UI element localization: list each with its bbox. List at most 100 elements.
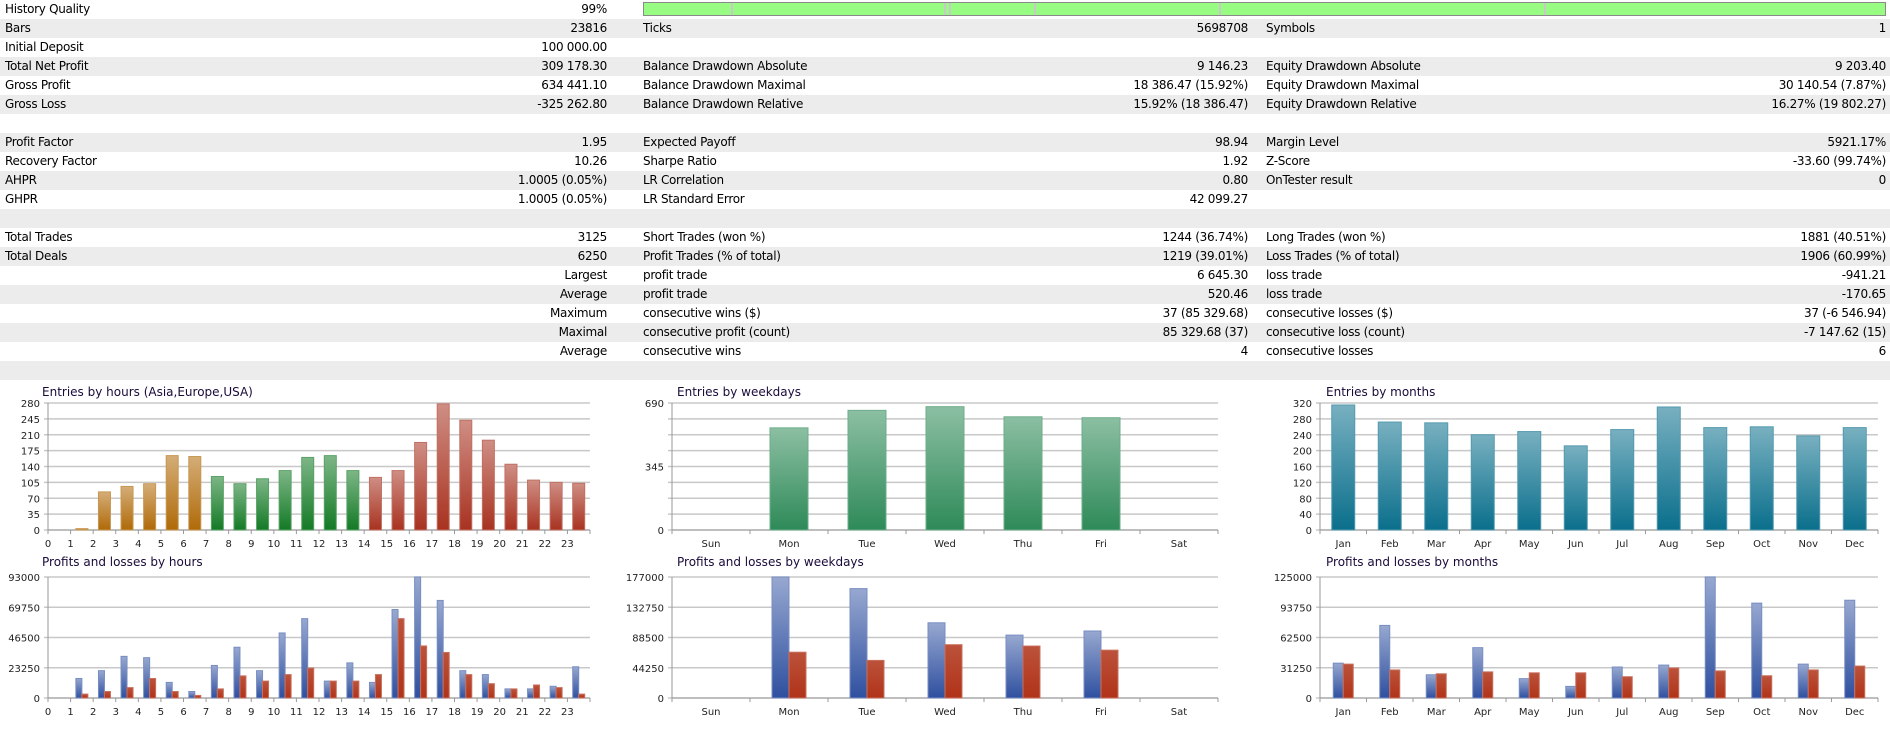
x-tick-label: Feb (1381, 539, 1399, 550)
loss-bar (103, 690, 111, 699)
loss-bar (171, 690, 179, 699)
bar (1331, 404, 1356, 531)
stat-value: 16.27% (19 802.27) (1771, 97, 1886, 111)
x-tick-label: 5 (158, 539, 164, 550)
y-tick-label: 120 (1293, 478, 1312, 489)
stat-value: 37 (85 329.68) (1162, 306, 1249, 320)
profit-bar (1751, 602, 1763, 699)
stat-value: 9 203.40 (1834, 59, 1886, 73)
x-tick-label: 4 (135, 539, 141, 550)
stat-value: -941.21 (1841, 268, 1887, 282)
x-tick-label: Thu (1013, 539, 1033, 550)
stats-row: Gross Profit 634 441.10 Balance Drawdown M… (0, 76, 1890, 95)
bar (1424, 422, 1449, 531)
loss-bar (149, 677, 157, 699)
y-tick-label: 44250 (632, 664, 664, 675)
x-tick-label: Fri (1095, 707, 1107, 718)
stat-label: Short Trades (won %) (643, 230, 766, 244)
loss-bar (1342, 663, 1354, 699)
y-tick-label: 0 (1306, 526, 1312, 537)
x-tick-label: 20 (493, 707, 506, 718)
y-tick-label: 320 (1293, 399, 1312, 410)
profit-bar (527, 688, 535, 699)
stat-value: 0 (1878, 173, 1887, 187)
y-tick-label: 245 (21, 415, 40, 426)
bar (97, 491, 111, 531)
x-tick-label: 18 (448, 539, 461, 550)
stat-label: consecutive wins ($) (643, 306, 761, 320)
stat-label: consecutive loss (count) (1266, 325, 1405, 339)
bar (1003, 416, 1043, 531)
x-tick-label: Jun (1567, 707, 1584, 718)
x-tick-label: 17 (426, 539, 439, 550)
loss-bar (1435, 673, 1447, 699)
loss-bar (1668, 667, 1680, 699)
loss-bar (81, 693, 89, 699)
loss-bar (533, 684, 541, 699)
bar (165, 455, 179, 531)
x-tick-label: Wed (934, 707, 956, 718)
x-tick-label: 12 (313, 539, 326, 550)
profit-bar (849, 588, 868, 699)
stat-value: 0.80 (1222, 173, 1248, 187)
bar (210, 475, 224, 531)
stat-label: Expected Payoff (643, 135, 736, 149)
profit-bar (1658, 664, 1670, 699)
profit-bar (572, 666, 580, 699)
loss-bar (1621, 676, 1633, 699)
stat-value: 1 (1878, 21, 1887, 35)
x-tick-label: Sun (701, 539, 720, 550)
stat-label: Z-Score (1266, 154, 1310, 168)
stat-label: loss trade (1266, 287, 1322, 301)
bar (391, 470, 405, 531)
bar (1377, 421, 1402, 531)
x-tick-label: Jul (1615, 707, 1628, 718)
stats-row: Maximum consecutive wins ($) 37 (85 329.68… (0, 304, 1890, 323)
y-tick-label: 35 (27, 510, 40, 521)
bar (233, 483, 247, 531)
loss-bar (788, 651, 807, 699)
x-tick-label: Jan (1335, 707, 1351, 718)
y-tick-label: 93750 (1280, 603, 1312, 614)
profit-bar (1844, 599, 1856, 699)
profit-bar (771, 576, 790, 699)
stat-value: 42 099.27 (1189, 192, 1249, 206)
profit-bar (256, 670, 264, 699)
x-tick-label: 10 (267, 539, 280, 550)
stats-row (0, 361, 1890, 380)
x-tick-label: Jul (1615, 539, 1628, 550)
stat-label: Recovery Factor (5, 154, 97, 168)
stat-label: Equity Drawdown Relative (1266, 97, 1417, 111)
x-tick-label: 6 (180, 707, 186, 718)
stats-row: Initial Deposit 100 000.00 (0, 38, 1890, 57)
loss-bar (944, 644, 963, 699)
y-tick-label: 80 (1299, 494, 1312, 505)
y-tick-label: 0 (34, 526, 40, 537)
loss-bar (465, 674, 473, 699)
loss-bar (284, 674, 292, 699)
stat-label: LR Standard Error (643, 192, 745, 206)
y-tick-label: 690 (645, 399, 664, 410)
x-tick-label: 15 (380, 707, 393, 718)
x-tick-label: 2 (90, 539, 96, 550)
bar (1563, 445, 1588, 531)
bar (301, 456, 315, 531)
stat-value: 18 386.47 (15.92%) (1133, 78, 1248, 92)
loss-bar (510, 688, 518, 699)
chart-title: Entries by weekdays (677, 385, 801, 399)
history-quality-value: 99% (581, 2, 607, 16)
x-tick-label: 14 (358, 539, 371, 550)
stat-label: Total Net Profit (5, 59, 89, 73)
x-tick-label: 19 (471, 707, 484, 718)
bar (1703, 427, 1728, 531)
x-tick-label: Mar (1427, 539, 1447, 550)
x-tick-label: Oct (1753, 539, 1770, 550)
stat-label: consecutive wins (643, 344, 741, 358)
stat-value: 10.26 (574, 154, 607, 168)
x-tick-label: 9 (248, 539, 254, 550)
x-tick-label: 3 (113, 707, 119, 718)
x-tick-label: 3 (113, 539, 119, 550)
stat-value: Maximum (549, 306, 607, 320)
profit-bar (188, 690, 196, 699)
profit-bar (1611, 666, 1623, 699)
